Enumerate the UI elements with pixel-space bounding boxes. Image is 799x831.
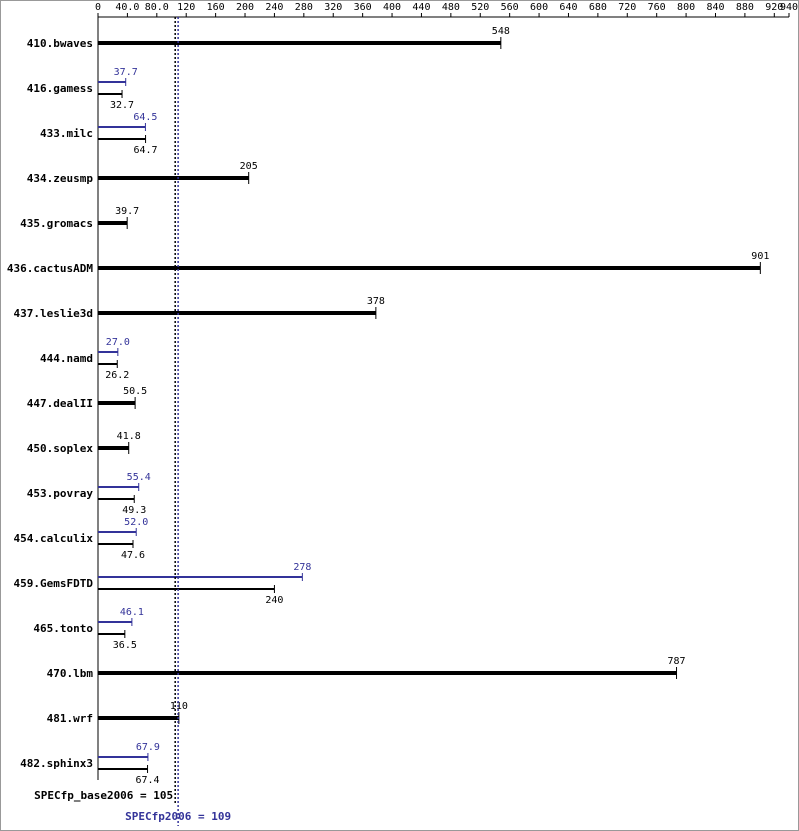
x-tick-label: 880 <box>736 2 754 13</box>
bar <box>98 93 123 95</box>
x-tick-label: 640 <box>559 2 577 13</box>
bar <box>98 363 118 365</box>
value-label: 52.0 <box>124 517 148 528</box>
bar <box>98 671 677 675</box>
category-label: 410.bwaves <box>27 37 93 50</box>
value-label: 378 <box>367 296 385 307</box>
value-label: 41.8 <box>117 431 141 442</box>
x-tick-label: 80.0 <box>145 2 169 13</box>
x-tick-label: 160 <box>207 2 225 13</box>
value-label: 64.7 <box>134 145 158 156</box>
bar <box>98 633 125 635</box>
bar <box>98 621 132 623</box>
bar <box>98 716 179 720</box>
x-tick-label: 720 <box>618 2 636 13</box>
reference-label: SPECfp_base2006 = 105 <box>34 789 173 802</box>
value-label: 50.5 <box>123 386 147 397</box>
category-label: 416.gamess <box>27 82 93 95</box>
value-label: 548 <box>492 26 510 37</box>
value-label: 787 <box>667 656 685 667</box>
x-tick-label: 240 <box>265 2 283 13</box>
bar <box>98 486 139 488</box>
category-label: 434.zeusmp <box>27 172 94 185</box>
bar <box>98 266 761 270</box>
value-label: 47.6 <box>121 550 145 561</box>
category-label: 482.sphinx3 <box>20 757 93 770</box>
category-label: 454.calculix <box>14 532 94 545</box>
x-tick-label: 520 <box>471 2 489 13</box>
value-label: 49.3 <box>122 505 146 516</box>
value-label: 64.5 <box>133 112 157 123</box>
bar <box>98 311 376 315</box>
reference-label: SPECfp2006 = 109 <box>125 810 231 823</box>
value-label: 27.0 <box>106 337 130 348</box>
bar <box>98 126 146 128</box>
value-label: 240 <box>265 595 283 606</box>
value-label: 37.7 <box>114 67 138 78</box>
x-tick-label: 600 <box>530 2 548 13</box>
bar <box>98 543 133 545</box>
category-label: 465.tonto <box>33 622 93 635</box>
value-label: 36.5 <box>113 640 137 651</box>
value-label: 67.9 <box>136 742 160 753</box>
x-tick-label: 840 <box>706 2 724 13</box>
value-label: 39.7 <box>115 206 139 217</box>
category-label: 450.soplex <box>27 442 94 455</box>
value-label: 46.1 <box>120 607 144 618</box>
x-tick-label: 360 <box>354 2 372 13</box>
x-tick-label: 0 <box>95 2 101 13</box>
value-label: 26.2 <box>105 370 129 381</box>
category-label: 470.lbm <box>47 667 94 680</box>
x-tick-label: 40.0 <box>115 2 139 13</box>
category-label: 437.leslie3d <box>14 307 93 320</box>
bar <box>98 768 148 770</box>
x-tick-label: 120 <box>177 2 195 13</box>
category-label: 447.dealII <box>27 397 93 410</box>
value-label: 32.7 <box>110 100 134 111</box>
value-label: 67.4 <box>135 775 159 786</box>
bar <box>98 401 136 405</box>
bar <box>98 576 303 578</box>
category-label: 433.milc <box>40 127 93 140</box>
value-label: 55.4 <box>127 472 151 483</box>
value-label: 205 <box>240 161 258 172</box>
category-label: 481.wrf <box>47 712 93 725</box>
bar <box>98 41 501 45</box>
category-label: 444.namd <box>40 352 93 365</box>
x-tick-label: 560 <box>501 2 519 13</box>
category-label: 459.GemsFDTD <box>14 577 94 590</box>
bar <box>98 531 137 533</box>
bar <box>98 176 249 180</box>
value-label: 278 <box>293 562 311 573</box>
bar <box>98 221 128 225</box>
x-tick-label: 280 <box>295 2 313 13</box>
x-tick-label: 940 <box>780 2 798 13</box>
bar <box>98 756 148 758</box>
bar <box>98 446 129 450</box>
x-tick-label: 320 <box>324 2 342 13</box>
value-label: 901 <box>751 251 769 262</box>
category-label: 435.gromacs <box>20 217 93 230</box>
bar <box>98 588 275 590</box>
x-tick-label: 480 <box>442 2 460 13</box>
bar <box>98 138 146 140</box>
x-tick-label: 800 <box>677 2 695 13</box>
x-tick-label: 680 <box>589 2 607 13</box>
category-label: 436.cactusADM <box>7 262 93 275</box>
bar <box>98 81 126 83</box>
x-tick-label: 760 <box>648 2 666 13</box>
x-tick-label: 400 <box>383 2 401 13</box>
x-tick-label: 920 <box>765 2 783 13</box>
x-tick-label: 440 <box>412 2 430 13</box>
category-label: 453.povray <box>27 487 94 500</box>
bar <box>98 351 118 353</box>
x-tick-label: 200 <box>236 2 254 13</box>
bar <box>98 498 135 500</box>
